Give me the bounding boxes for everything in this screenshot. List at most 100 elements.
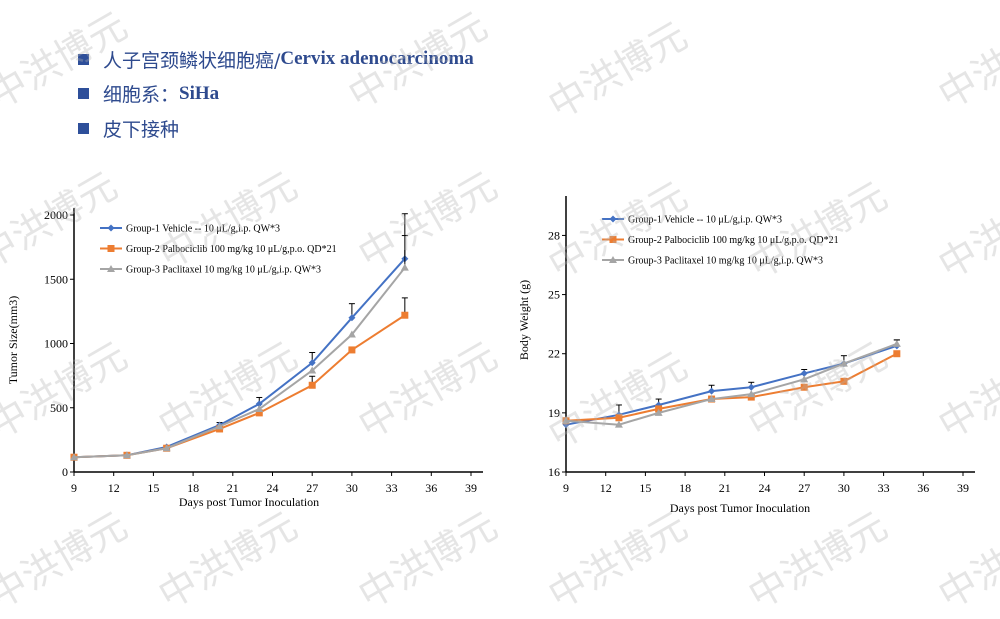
triangle-marker [255,405,264,413]
square-marker [401,311,409,319]
x-tick-label: 18 [187,481,199,495]
square-marker [615,414,623,422]
square-marker [255,409,263,417]
tumor-size-chart: 9 12 15 18 21 24 27 30 33 36 39 0 500 1000 1500 2000 Day… [6,208,483,509]
triangle-marker [562,416,570,424]
legend-label: Group-2 Palbociclib 100 mg/kg 10 μL/g,p.… [628,235,839,246]
x-tick-label: 12 [108,481,120,495]
x-tick-label: 15 [147,481,159,495]
y-tick-label: 28 [548,228,560,242]
series-line [565,352,898,422]
y-tick-label: 1000 [44,337,68,351]
x-tick-label: 9 [71,481,77,495]
x-tick-label: 39 [957,481,969,495]
square-marker [800,383,808,391]
triangle-marker [654,408,663,416]
charts-canvas: 9 12 15 18 21 24 27 30 33 36 39 0 500 1000 1500 2000 Day… [6,196,975,515]
bullet-inoculation: 皮下接种 [78,111,474,146]
y-tick-label: 2000 [44,208,68,222]
series-line [565,342,898,426]
bullet-cn: 皮下接种 [103,118,180,141]
x-axis-label: Days post Tumor Inoculation [670,501,810,515]
legend-label: Group-3 Paclitaxel 10 mg/kg 10 μL/g,i.p.… [126,265,321,276]
x-tick-label: 30 [346,481,358,495]
x-tick-label: 30 [838,481,850,495]
triangle-marker [122,451,131,459]
legend-label: Group-2 Palbociclib 100 mg/kg 10 μL/g,p.… [126,244,337,255]
triangle-marker [892,339,901,347]
triangle-marker [614,420,623,428]
square-marker [107,245,115,252]
diamond-marker [609,215,617,223]
y-axis-label: Body Weight (g) [517,280,531,360]
bullet-cell-line: 细胞系： SiHa [78,77,474,112]
x-tick-label: 12 [600,481,612,495]
triangle-marker [215,422,224,430]
y-tick-label: 19 [548,406,560,420]
triangle-marker [839,359,848,367]
y-tick-label: 25 [548,288,560,302]
y-tick-label: 16 [548,465,560,479]
series-group-2 [70,297,409,461]
triangle-marker [609,256,617,263]
triangle-marker [400,263,409,271]
x-tick-label: 33 [386,481,398,495]
bullet-en: Cervix adenocarcinoma [280,48,474,70]
x-tick-label: 33 [878,481,890,495]
triangle-marker [707,395,716,403]
bullet-en: SiHa [179,82,220,104]
series-line [565,344,898,426]
x-tick-label: 27 [306,481,318,495]
bullet-cn: 人子宫颈鳞状细胞癌/ [103,49,281,72]
triangle-marker [347,330,356,338]
series-group-3 [562,339,901,428]
x-tick-label: 27 [798,481,810,495]
triangle-marker [70,453,78,461]
square-marker [308,381,316,389]
x-tick-label: 36 [425,481,437,495]
series-line [73,267,406,459]
x-tick-label: 39 [465,481,477,495]
triangle-marker [747,390,756,398]
square-marker [348,346,356,354]
series-group-1 [562,339,901,429]
triangle-marker [800,375,809,383]
legend-label: Group-1 Vehicle -- 10 μL/g,i.p. QW*3 [628,215,782,226]
triangle-marker [162,444,171,452]
y-axis-label: Tumor Size(mm3) [6,296,20,385]
diamond-marker [255,400,263,408]
diamond-marker [348,314,356,322]
diamond-marker [107,224,115,232]
series-line [73,258,406,459]
square-marker [840,377,848,385]
x-tick-label: 24 [759,481,771,495]
x-tick-label: 36 [917,481,929,495]
series-group-3 [70,235,409,461]
y-tick-label: 22 [548,347,560,361]
triangle-marker [107,265,115,272]
x-tick-label: 21 [227,481,239,495]
diamond-marker [708,387,716,395]
x-tick-label: 24 [267,481,279,495]
body-weight-chart: 9 12 15 18 21 24 27 30 33 36 39 16 19 22 25 28 Days post… [517,196,975,515]
y-tick-label: 0 [62,465,68,479]
legend-label: Group-3 Paclitaxel 10 mg/kg 10 μL/g,i.p.… [628,256,823,267]
square-marker [609,236,617,243]
y-tick-label: 1500 [44,272,68,286]
x-axis-label: Days post Tumor Inoculation [179,495,319,509]
x-tick-label: 15 [639,481,651,495]
y-tick-label: 500 [50,401,68,415]
diamond-marker [800,369,808,377]
diamond-marker [308,359,316,367]
square-bullet-icon [78,53,89,65]
x-tick-label: 18 [679,481,691,495]
square-marker [893,350,901,358]
x-tick-label: 9 [563,481,569,495]
legend-label: Group-1 Vehicle -- 10 μL/g,i.p. QW*3 [126,224,280,235]
diamond-marker [747,383,755,391]
bullet-cn: 细胞系： [103,84,180,107]
bullet-list: 人子宫颈鳞状细胞癌/Cervix adenocarcinoma 细胞系： SiHa… [78,42,474,146]
bullet-tumor-type: 人子宫颈鳞状细胞癌/Cervix adenocarcinoma [78,42,474,77]
x-tick-label: 21 [719,481,731,495]
triangle-marker [308,366,317,374]
